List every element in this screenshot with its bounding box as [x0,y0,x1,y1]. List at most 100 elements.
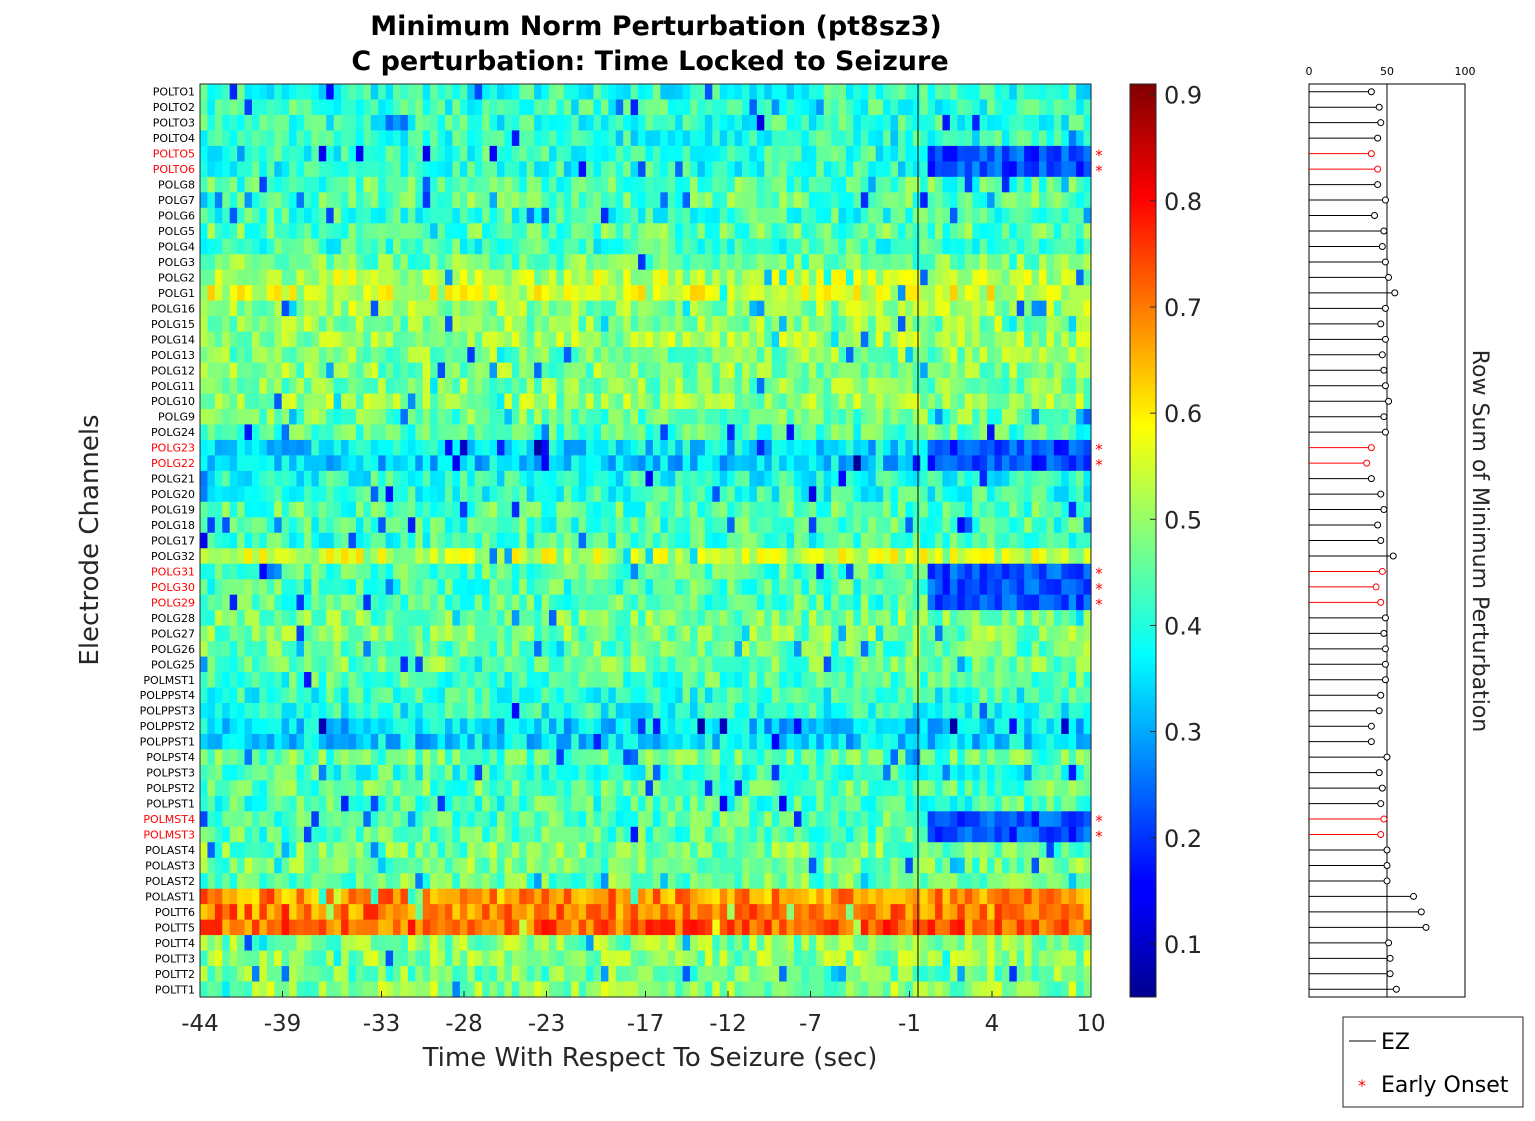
heatmap-cell [949,672,958,689]
heatmap-cell [987,548,996,565]
heatmap-cell [274,610,283,627]
heatmap-cell [207,455,216,472]
heatmap-cell [690,517,699,534]
heatmap-cell [430,223,439,240]
heatmap-cell [504,672,513,689]
heatmap-cell [964,145,973,162]
heatmap-cell [615,470,624,487]
heatmap-cell [548,702,557,720]
heatmap-cell [675,424,684,441]
heatmap-cell [534,300,543,317]
heatmap-cell [251,192,260,209]
heatmap-cell [437,84,446,101]
heatmap-cell [519,501,528,518]
heatmap-cell [779,192,788,209]
heatmap-cell [586,362,595,379]
heatmap-cell [1001,393,1010,410]
heatmap-cell [704,594,713,611]
heatmap-cell [563,517,572,534]
heatmap-cell [786,641,795,658]
heatmap-cell [274,176,283,193]
heatmap-cell [712,223,721,240]
heatmap-cell [764,285,773,302]
heatmap-cell [244,254,253,271]
heatmap-cell [363,254,372,271]
heatmap-cell [786,424,795,441]
heatmap-cell [742,548,751,565]
heatmap-cell [868,594,877,611]
heatmap-cell [690,455,699,472]
heatmap-cell [742,579,751,596]
heatmap-cell [407,563,416,580]
heatmap-cell [355,424,364,441]
heatmap-cell [905,470,914,487]
heatmap-cell [756,579,765,596]
heatmap-cell [534,641,543,658]
heatmap-cell [630,610,639,627]
heatmap-cell [927,316,936,333]
heatmap-cell [1031,455,1040,472]
heatmap-cell [563,424,572,441]
heatmap-cell [296,672,305,689]
heatmap-cell [274,316,283,333]
heatmap-cell [860,439,869,456]
heatmap-cell [445,455,454,472]
heatmap-cell [808,563,817,580]
heatmap-cell [890,254,899,271]
heatmap-cell [563,439,572,456]
heatmap-cell [303,331,312,348]
heatmap-cell [1031,610,1040,627]
heatmap-cell [526,238,535,255]
heatmap-cell [563,393,572,410]
heatmap-cell [1039,176,1048,193]
heatmap-cell [541,269,550,286]
heatmap-cell [771,656,780,673]
heatmap-cell [504,486,513,503]
heatmap-cell [200,347,209,364]
heatmap-cell [660,114,669,132]
heatmap-cell [407,393,416,410]
heatmap-cell [1053,347,1062,364]
heatmap-cell [370,161,379,178]
heatmap-cell [266,207,275,224]
heatmap-cell [964,641,973,658]
heatmap-cell [303,161,312,178]
heatmap-cell [742,207,751,224]
heatmap-cell [370,687,379,704]
heatmap-cell [474,408,483,426]
heatmap-cell [845,455,855,472]
heatmap-cell [200,641,209,658]
heatmap-cell [200,316,209,333]
heatmap-cell [964,238,973,255]
heatmap-cell [526,176,535,193]
heatmap-cell [1061,331,1070,348]
heatmap-cell [1053,130,1062,147]
heatmap-cell [548,316,557,333]
heatmap-cell [214,424,223,441]
heatmap-cell [452,238,461,255]
heatmap-cell [927,362,936,379]
heatmap-cell [779,610,788,627]
heatmap-cell [719,269,728,286]
heatmap-cell [1024,672,1033,689]
heatmap-cell [548,269,557,286]
heatmap-cell [972,84,981,101]
heatmap-cell [400,362,409,379]
heatmap-cell [497,176,506,193]
heatmap-cell [1001,130,1010,147]
heatmap-cell [214,687,223,704]
heatmap-cell [1039,579,1048,596]
heatmap-cell [823,424,832,441]
heatmap-cell [318,84,327,101]
heatmap-cell [526,331,535,348]
heatmap-cell [1053,84,1062,101]
heatmap-cell [200,408,209,426]
heatmap-cell [482,486,491,503]
heatmap-cell [563,99,572,116]
heatmap-cell [200,238,209,255]
heatmap-cell [244,378,253,395]
heatmap-cell [883,269,892,286]
heatmap-cell [920,114,929,132]
heatmap-cell [296,84,305,101]
heatmap-cell [786,254,795,271]
